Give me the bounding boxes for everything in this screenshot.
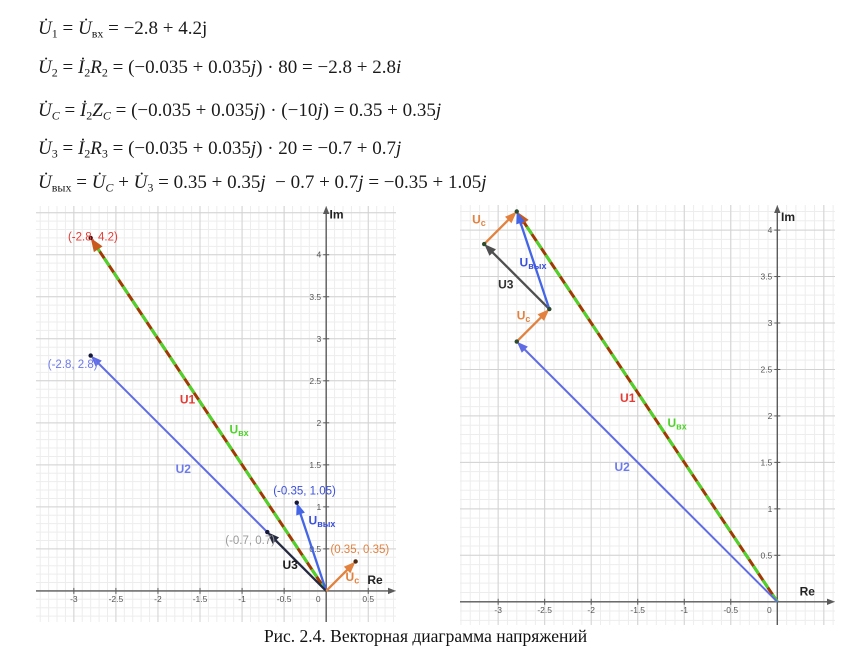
svg-text:Uвх: Uвх <box>229 423 248 439</box>
svg-text:Im: Im <box>330 208 344 222</box>
svg-text:2: 2 <box>768 411 773 421</box>
svg-text:(-0.7, 0.7): (-0.7, 0.7) <box>225 535 275 547</box>
svg-text:Re: Re <box>800 584 816 598</box>
svg-text:Re: Re <box>367 573 383 587</box>
svg-text:-1: -1 <box>680 605 688 615</box>
svg-text:-1.5: -1.5 <box>630 605 645 615</box>
svg-text:4: 4 <box>316 250 321 260</box>
svg-text:3.5: 3.5 <box>760 272 772 282</box>
svg-text:-1.5: -1.5 <box>193 594 208 604</box>
formula-line-u1: U̇1 = U̇вх = −2.8 + 4.2j <box>38 18 208 41</box>
svg-text:1: 1 <box>768 504 773 514</box>
formula-line-u2: U̇2 = İ2R2 = (−0.035 + 0.035j) · 80 = −2… <box>38 57 402 80</box>
svg-text:-3: -3 <box>70 594 78 604</box>
svg-text:-3: -3 <box>494 605 502 615</box>
svg-text:3: 3 <box>316 334 321 344</box>
svg-text:-0.5: -0.5 <box>277 594 292 604</box>
svg-text:Uc: Uc <box>517 308 531 324</box>
svg-text:U2: U2 <box>614 460 630 474</box>
svg-text:1: 1 <box>316 502 321 512</box>
svg-text:3.5: 3.5 <box>309 292 321 302</box>
svg-text:U3: U3 <box>498 278 514 292</box>
svg-text:3: 3 <box>768 318 773 328</box>
svg-text:1.5: 1.5 <box>760 457 772 467</box>
svg-text:(0.35, 0.35): (0.35, 0.35) <box>330 544 389 556</box>
svg-text:(-2.8, 4.2): (-2.8, 4.2) <box>68 231 118 243</box>
svg-text:U3: U3 <box>282 558 298 572</box>
svg-text:2: 2 <box>316 418 321 428</box>
svg-text:0.5: 0.5 <box>309 544 321 554</box>
svg-text:0: 0 <box>316 594 321 604</box>
svg-text:Uc: Uc <box>346 570 360 586</box>
svg-text:-2.5: -2.5 <box>109 594 124 604</box>
svg-text:0.5: 0.5 <box>362 594 374 604</box>
svg-text:Uc: Uc <box>472 213 486 229</box>
formula-line-uc: U̇C = İ2ZC = (−0.035 + 0.035j) · (−10j) … <box>38 100 442 123</box>
svg-text:(-0.35, 1.05): (-0.35, 1.05) <box>273 485 336 497</box>
svg-text:2.5: 2.5 <box>309 376 321 386</box>
svg-text:0: 0 <box>767 605 772 615</box>
svg-text:1.5: 1.5 <box>309 460 321 470</box>
figure-caption: Рис. 2.4. Векторная диаграмма напряжений <box>263 626 588 646</box>
svg-text:U1: U1 <box>620 391 636 405</box>
formula-line-u3: U̇3 = İ2R3 = (−0.035 + 0.035j) · 20 = −0… <box>38 138 402 161</box>
svg-text:-0.5: -0.5 <box>723 605 738 615</box>
svg-text:-1: -1 <box>238 594 246 604</box>
svg-text:Uвых: Uвых <box>309 514 336 530</box>
vector-diagram-left: -3 -2.5 -2 -1.5 -1 -0.5 0 0.5 0.5 1 1.5 2 2.5 3 3.5 4 (-… <box>36 206 396 622</box>
svg-text:-2.5: -2.5 <box>537 605 552 615</box>
svg-text:-2: -2 <box>587 605 595 615</box>
vector-diagram-right: -3 -2.5 -2 -1.5 -1 -0.5 00.511.522.533.54UcUвы… <box>460 205 835 625</box>
formula-line-uvyh: U̇вых = U̇C + U̇3 = 0.35 + 0.35j − 0.7 +… <box>38 172 487 195</box>
svg-text:2.5: 2.5 <box>760 364 772 374</box>
svg-text:(-2.8, 2.8): (-2.8, 2.8) <box>48 359 98 371</box>
svg-text:Im: Im <box>781 210 795 224</box>
svg-text:-2: -2 <box>154 594 162 604</box>
svg-text:0.5: 0.5 <box>760 550 772 560</box>
svg-text:U2: U2 <box>176 462 192 476</box>
svg-text:U1: U1 <box>180 392 196 406</box>
svg-text:4: 4 <box>768 225 773 235</box>
